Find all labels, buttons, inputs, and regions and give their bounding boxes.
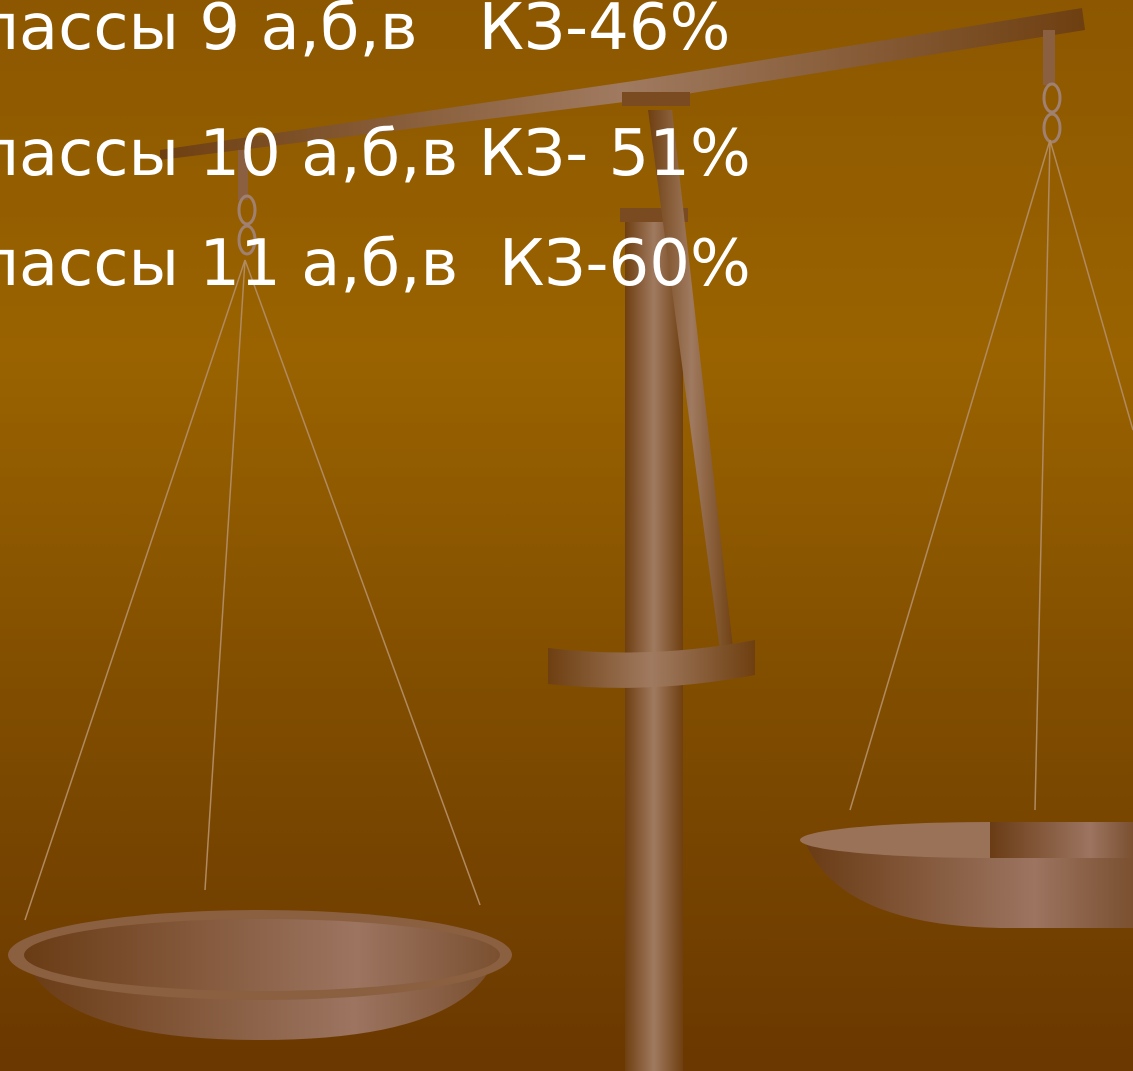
- slide: лассы 9 а,б,в КЗ-46% лассы 10 а,б,в КЗ- …: [0, 0, 1133, 1071]
- text-line: лассы 11 а,б,в КЗ-60%: [0, 232, 751, 296]
- text-line: лассы 10 а,б,в КЗ- 51%: [0, 122, 751, 186]
- text-line: лассы 9 а,б,в КЗ-46%: [0, 0, 730, 60]
